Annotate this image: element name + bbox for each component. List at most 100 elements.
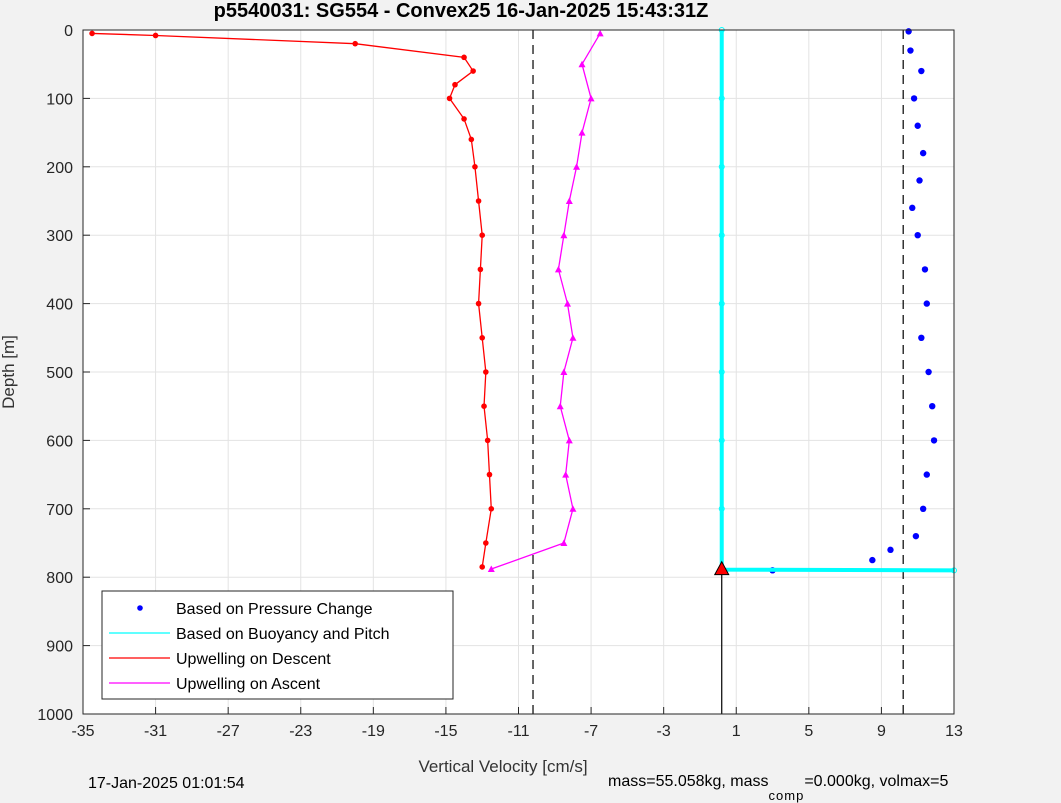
data-point: [925, 368, 932, 376]
data-point: [718, 95, 725, 102]
series-line: [92, 32, 492, 568]
data-point: [484, 437, 491, 444]
x-axis-label: Vertical Velocity [cm/s]: [418, 757, 587, 776]
data-point: [479, 232, 486, 238]
data-point: [905, 28, 912, 35]
data-point: [481, 403, 487, 410]
data-point: [718, 163, 725, 170]
data-point: [562, 471, 570, 478]
data-point: [488, 506, 495, 512]
data-point: [483, 540, 489, 546]
legend-label: Upwelling on Descent: [176, 651, 331, 668]
data-point: [916, 177, 923, 184]
data-point: [718, 437, 725, 444]
y-tick-label: 500: [46, 365, 73, 382]
data-point: [918, 67, 925, 75]
x-tick-label: -31: [144, 723, 167, 740]
y-axis-label: Depth [m]: [0, 335, 18, 409]
y-tick-label: 700: [46, 502, 73, 519]
data-point: [718, 300, 725, 307]
legend-marker: [137, 605, 143, 611]
x-tick-label: -23: [289, 723, 312, 740]
x-tick-label: 9: [877, 723, 886, 740]
data-point: [914, 232, 921, 239]
x-tick-label: 1: [732, 723, 741, 740]
data-layer: [89, 27, 957, 714]
data-point: [569, 334, 577, 341]
data-point: [909, 204, 916, 212]
y-tick-label: 300: [46, 228, 73, 245]
data-point: [919, 149, 927, 157]
data-point: [573, 163, 581, 170]
data-point: [569, 505, 577, 512]
data-point: [152, 32, 159, 39]
data-point: [718, 369, 725, 375]
data-point: [921, 266, 929, 273]
x-tick-label: -19: [362, 723, 385, 740]
data-point: [468, 136, 475, 143]
data-point: [869, 556, 876, 564]
data-point: [560, 231, 568, 239]
data-point: [352, 40, 358, 47]
series-line: [719, 30, 955, 573]
ticks: -35 -31 -27 -23 -19 -15 -11 -7 -3 1 5 9 130100200300…: [37, 23, 963, 740]
data-point: [907, 47, 914, 54]
data-point: [718, 505, 725, 512]
data-point: [452, 81, 458, 88]
data-point: [910, 95, 918, 102]
data-point: [483, 369, 489, 375]
chart-title: p5540031: SG554 - Convex25 16-Jan-2025 1…: [214, 0, 709, 22]
mass-suffix: =0.000kg, volmax=5: [804, 773, 949, 790]
bottom-marker: [713, 560, 730, 576]
y-tick-label: 1000: [37, 707, 73, 724]
data-point: [475, 198, 482, 204]
legend: Based on Pressure Change Based on Buoyanc…: [101, 590, 454, 700]
data-point: [563, 300, 571, 307]
y-tick-label: 800: [46, 570, 73, 587]
grid: [82, 29, 955, 715]
y-tick-label: 400: [46, 297, 73, 314]
y-tick-label: 100: [46, 91, 73, 108]
data-point: [565, 436, 573, 444]
data-point: [487, 565, 495, 572]
mass-prefix: mass=55.058kg, mass: [608, 773, 769, 790]
data-point: [718, 232, 725, 239]
data-point: [918, 334, 925, 341]
data-point: [929, 403, 936, 410]
x-tick-label: -27: [217, 723, 240, 740]
data-point: [472, 164, 478, 170]
data-point: [923, 471, 930, 478]
legend-box: [101, 590, 454, 700]
data-point: [565, 197, 573, 204]
x-tick-label: 13: [945, 723, 963, 740]
y-tick-label: 200: [46, 160, 73, 177]
data-point: [578, 60, 586, 68]
mass-info: mass=55.058kg, masscomp=0.000kg, volmax=…: [608, 773, 949, 803]
mass-subscript: comp: [768, 788, 805, 803]
x-tick-label: -35: [71, 723, 94, 740]
data-point: [89, 30, 95, 37]
data-point: [486, 471, 493, 478]
legend-label: Based on Buoyancy and Pitch: [176, 626, 389, 643]
data-point: [446, 95, 453, 102]
data-point: [887, 546, 894, 554]
x-tick-label: -7: [584, 723, 598, 740]
data-point: [461, 116, 467, 122]
data-point: [912, 532, 920, 540]
data-point: [554, 265, 562, 273]
data-point: [578, 129, 586, 136]
data-point: [479, 335, 486, 341]
data-point: [477, 266, 484, 273]
data-point: [914, 122, 921, 129]
data-point: [461, 54, 467, 61]
legend-label: Based on Pressure Change: [176, 601, 373, 618]
data-point: [470, 68, 476, 74]
x-tick-label: 5: [804, 723, 813, 740]
x-tick-label: -11: [508, 723, 530, 740]
data-point: [596, 29, 604, 37]
x-tick-label: -15: [434, 723, 457, 740]
data-point: [560, 539, 568, 546]
y-tick-label: 0: [64, 23, 73, 40]
y-tick-label: 900: [46, 639, 73, 656]
